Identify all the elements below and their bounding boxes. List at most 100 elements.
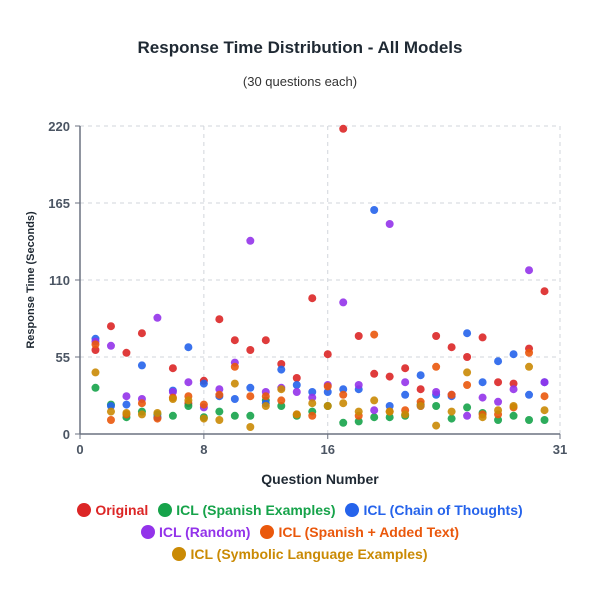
legend: Original ICL (Spanish Examples) ICL (Chain… [0, 502, 600, 562]
data-point [354, 332, 363, 340]
data-point [447, 343, 456, 352]
data-point [370, 396, 379, 405]
x-axis-title: Question Number [261, 471, 379, 487]
data-point [168, 364, 177, 373]
legend-item[interactable]: ICL (Symbolic Language Examples) [172, 546, 428, 562]
data-point [478, 333, 487, 342]
data-point [540, 392, 549, 401]
data-point [401, 390, 410, 399]
data-point [292, 388, 301, 396]
legend-label: Original [95, 502, 149, 518]
grid-lines [80, 125, 561, 434]
data-point [292, 410, 301, 419]
data-point [447, 414, 456, 423]
data-point [509, 411, 518, 420]
data-point [525, 266, 534, 275]
data-point [153, 313, 162, 322]
legend-item[interactable]: ICL (Spanish + Added Text) [260, 524, 459, 540]
data-point [168, 411, 177, 420]
data-point [184, 378, 193, 387]
data-point [168, 388, 177, 396]
data-point [478, 393, 487, 402]
data-point [246, 236, 255, 245]
legend-dot [260, 525, 275, 539]
data-point [215, 315, 224, 324]
data-point [184, 343, 193, 352]
y-axis-title: Response Time (Seconds) [25, 211, 37, 349]
data-point [447, 407, 456, 416]
legend-item[interactable]: ICL (Chain of Thoughts) [345, 502, 523, 518]
data-point [416, 371, 425, 380]
data-point [215, 390, 224, 399]
data-point [246, 346, 255, 354]
data-point [432, 402, 441, 410]
data-point [137, 410, 146, 419]
data-point [215, 385, 224, 394]
data-point [323, 402, 332, 410]
data-point [478, 413, 487, 422]
legend-item[interactable]: ICL (Random) [140, 524, 250, 540]
data-point [184, 402, 193, 410]
data-point [323, 388, 332, 396]
data-point [215, 416, 224, 424]
data-point [540, 378, 549, 387]
data-point [401, 364, 410, 373]
data-point [230, 336, 239, 345]
data-point [91, 368, 100, 377]
data-point [463, 411, 472, 420]
data-point [184, 396, 193, 405]
data-point [354, 407, 363, 416]
legend-label: ICL (Symbolic Language Examples) [190, 546, 428, 562]
x-tick-label: 16 [321, 442, 335, 457]
legend-dot [345, 503, 360, 517]
data-point [292, 374, 301, 382]
data-point [540, 406, 549, 415]
data-point [122, 400, 131, 409]
data-point [385, 413, 394, 422]
data-point [385, 372, 394, 381]
data-point [106, 416, 115, 424]
data-point [385, 402, 394, 410]
data-point [509, 379, 518, 388]
x-tick-label: 31 [553, 442, 567, 457]
data-point [199, 414, 208, 423]
data-point [385, 407, 394, 416]
data-point [494, 397, 503, 406]
data-point [122, 409, 131, 417]
data-point [137, 329, 146, 338]
data-point [432, 362, 441, 371]
data-point [540, 287, 549, 296]
y-tick-label: 165 [48, 196, 70, 211]
data-point [199, 400, 208, 409]
data-point [246, 411, 255, 420]
data-point [509, 385, 518, 394]
data-point [246, 423, 255, 431]
data-points [91, 124, 549, 431]
scatter-plot: 0 55 110 165 220 0 8 16 31 Question Number Respo… [25, 119, 567, 487]
data-point [370, 413, 379, 422]
legend-label: ICL (Chain of Thoughts) [363, 502, 523, 518]
legend-label: ICL (Spanish + Added Text) [278, 524, 460, 540]
chart-title: Response Time Distribution - All Models [137, 38, 463, 57]
data-point [137, 399, 146, 408]
legend-item[interactable]: Original [77, 502, 148, 518]
data-point [525, 362, 534, 371]
data-point [370, 330, 379, 339]
data-point [463, 368, 472, 377]
data-point [478, 378, 487, 387]
y-tick-label: 110 [49, 273, 70, 288]
data-point [308, 399, 317, 408]
data-point [153, 409, 162, 417]
legend-item[interactable]: ICL (Spanish Examples) [158, 502, 335, 518]
data-point [463, 353, 472, 361]
y-tick-label: 55 [56, 350, 70, 365]
data-point [277, 365, 286, 374]
data-point [494, 416, 503, 424]
data-point [215, 407, 224, 416]
data-point [432, 332, 441, 340]
x-tick-label: 8 [200, 442, 207, 457]
data-point [122, 348, 131, 357]
data-point [339, 385, 348, 394]
data-point [261, 402, 270, 410]
data-point [277, 385, 286, 394]
